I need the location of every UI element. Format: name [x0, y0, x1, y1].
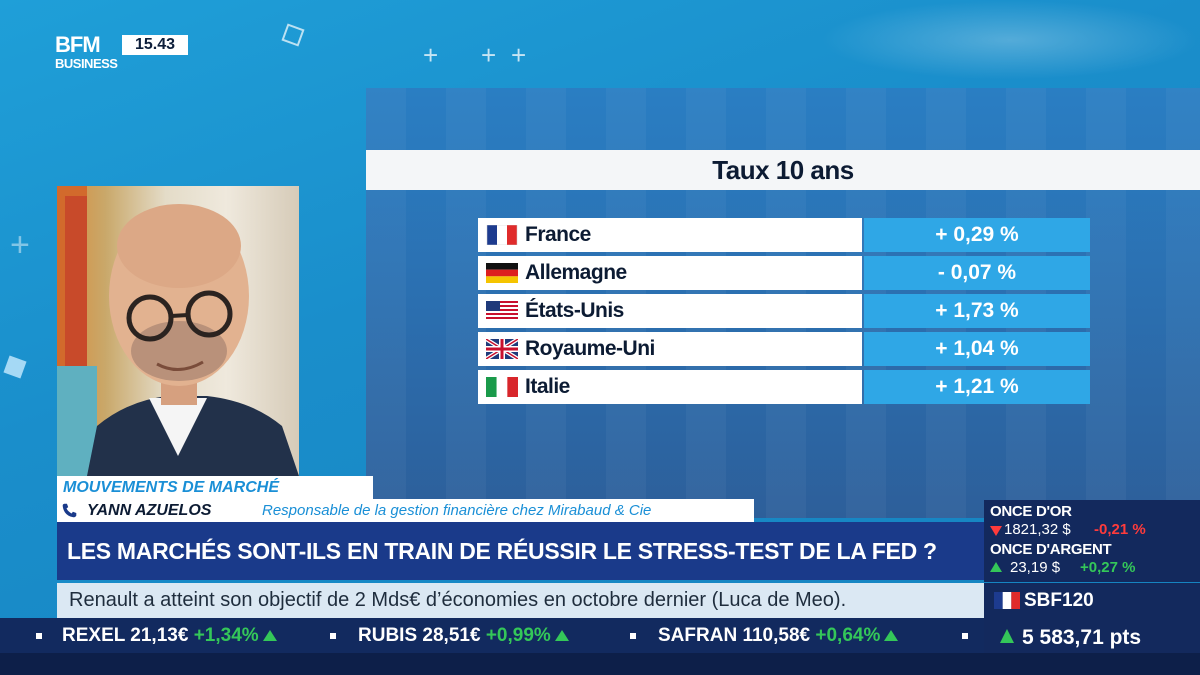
rate-country-cell: Allemagne [478, 256, 862, 290]
phone-icon [62, 503, 77, 518]
rate-row: France + 0,29 % [478, 218, 1090, 252]
rates-panel: Taux 10 ans France + 0,29 % Allemagne - … [366, 88, 1200, 518]
headline: LES MARCHÉS SONT-ILS EN TRAIN DE RÉUSSIR… [57, 522, 984, 580]
ticker-item: SAFRAN 110,58€ +0,64% [658, 618, 899, 653]
france-flag-icon [994, 592, 1020, 609]
silver-value: 23,19 $ [1010, 559, 1061, 576]
france-flag-icon [486, 225, 518, 245]
gold-change: -0,21 % [1094, 521, 1146, 538]
rate-country-cell: Royaume-Uni [478, 332, 862, 366]
up-arrow-icon [262, 630, 277, 642]
ticker-change: +1,34% [193, 625, 259, 646]
rate-row: Italie + 1,21 % [478, 370, 1090, 404]
news-crawl: Renault a atteint son objectif de 2 Mds€… [57, 583, 984, 618]
channel-logo: BFM BUSINESS [55, 34, 119, 74]
ticker-name: REXEL [62, 625, 126, 646]
decorative-square-icon [3, 355, 27, 379]
ticker-price: 110,58€ [742, 625, 811, 646]
ticker-item: REXEL 21,13€ +1,34% [62, 618, 277, 653]
guest-name: YANN AZUELOS [87, 502, 212, 519]
ticker-separator-icon [36, 633, 42, 639]
index-value: 5 583,71 pts [1022, 626, 1142, 649]
guest-portrait-icon [57, 186, 299, 476]
rate-country: France [525, 223, 591, 246]
decorative-plus-icon: + [423, 40, 439, 70]
silver-change: +0,27 % [1080, 559, 1136, 576]
ticker-separator-icon [330, 633, 336, 639]
up-arrow-icon [554, 630, 569, 642]
up-arrow-icon [990, 562, 1002, 572]
ticker-price: 28,51€ [422, 625, 481, 646]
rate-value: + 0,29 % [864, 218, 1090, 252]
panel-title: Taux 10 ans [366, 150, 1200, 190]
background-glow [820, 0, 1200, 80]
uk-flag-icon [486, 339, 518, 359]
up-arrow-icon [1000, 629, 1014, 643]
rate-country-cell: Italie [478, 370, 862, 404]
ticker-name: RUBIS [358, 625, 418, 646]
index-name: SBF120 [1024, 590, 1094, 611]
down-arrow-icon [990, 526, 1002, 536]
germany-flag-icon [486, 263, 518, 283]
show-label: MOUVEMENTS DE MARCHÉ [57, 476, 373, 499]
rate-value: + 1,21 % [864, 370, 1090, 404]
rate-country: Allemagne [525, 261, 627, 284]
decorative-plus-icon: + [10, 226, 30, 264]
rate-row: États-Unis + 1,73 % [478, 294, 1090, 328]
rate-row: Allemagne - 0,07 % [478, 256, 1090, 290]
index-name-box: SBF120 [984, 583, 1200, 618]
rate-country: Italie [525, 375, 570, 398]
ticker-item: RUBIS 28,51€ +0,99% [358, 618, 569, 653]
rate-value: + 1,04 % [864, 332, 1090, 366]
ticker-separator-icon [630, 633, 636, 639]
guest-role: Responsable de la gestion financière che… [262, 502, 652, 519]
logo-sub-text: BUSINESS [55, 56, 118, 71]
clock: 15.43 [122, 35, 188, 55]
guest-video-feed [57, 186, 299, 476]
rate-country: Royaume-Uni [525, 337, 655, 360]
italy-flag-icon [486, 377, 518, 397]
up-arrow-icon [884, 630, 899, 642]
usa-flag-icon [486, 301, 518, 321]
rate-country-cell: France [478, 218, 862, 252]
rates-table: France + 0,29 % Allemagne - 0,07 % [478, 218, 1090, 408]
decorative-plus-icon: + [481, 40, 497, 70]
rate-country-cell: États-Unis [478, 294, 862, 328]
decorative-plus-icon: + [511, 40, 527, 70]
ticker-change: +0,99% [485, 625, 551, 646]
logo-main-text: BFM [55, 32, 101, 57]
stock-ticker: REXEL 21,13€ +1,34% RUBIS 28,51€ +0,99% … [0, 618, 984, 653]
guest-bar: YANN AZUELOS Responsable de la gestion f… [57, 499, 754, 522]
commodities-box: ONCE D'OR 1821,32 $ -0,21 % ONCE D'ARGEN… [984, 500, 1200, 582]
ticker-price: 21,13€ [130, 625, 189, 646]
ticker-separator-icon [962, 633, 968, 639]
gold-value: 1821,32 $ [1004, 521, 1071, 538]
ticker-change: +0,64% [815, 625, 881, 646]
decorative-square-icon [281, 23, 305, 47]
rate-country: États-Unis [525, 299, 624, 322]
silver-label: ONCE D'ARGENT [990, 541, 1112, 558]
bottom-strip [0, 653, 1200, 675]
gold-label: ONCE D'OR [990, 503, 1072, 520]
index-value-box: 5 583,71 pts [984, 618, 1200, 658]
rate-row: Royaume-Uni + 1,04 % [478, 332, 1090, 366]
rate-value: + 1,73 % [864, 294, 1090, 328]
rate-value: - 0,07 % [864, 256, 1090, 290]
ticker-name: SAFRAN [658, 625, 738, 646]
